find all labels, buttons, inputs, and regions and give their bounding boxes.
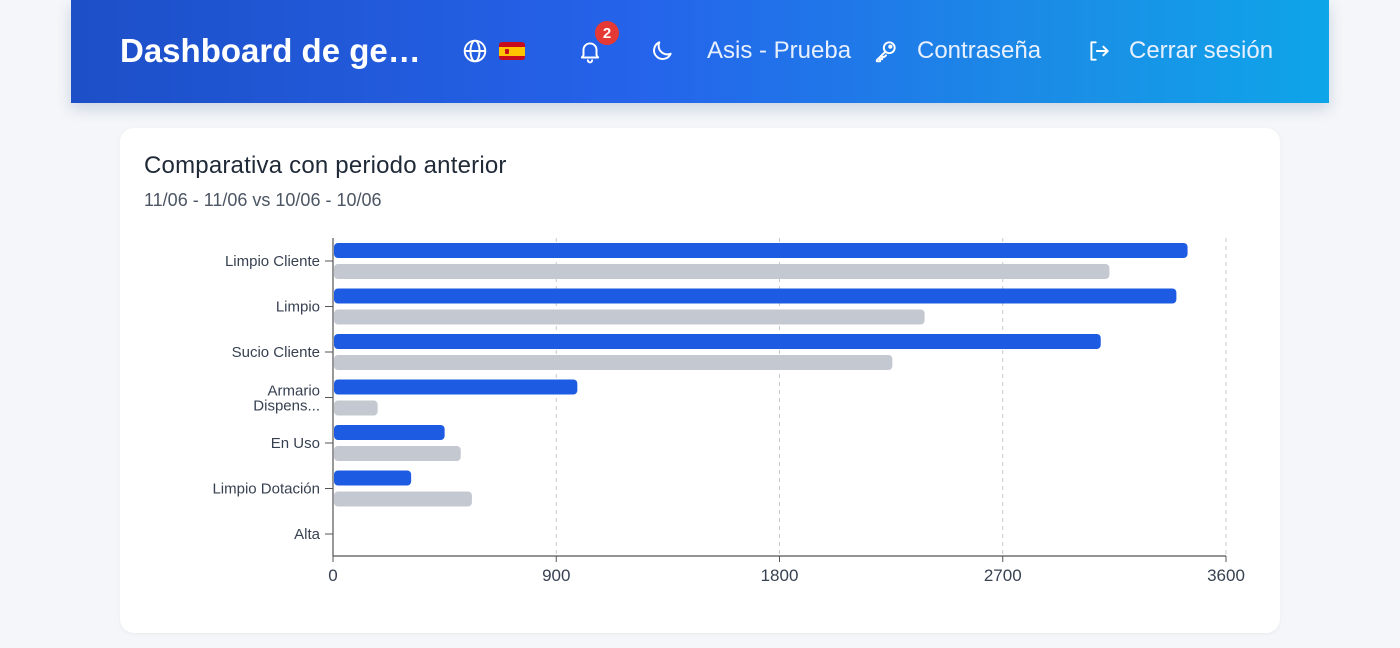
dark-mode-toggle[interactable] (649, 30, 675, 72)
bar-previous (334, 355, 893, 370)
bar-current (334, 425, 445, 440)
user-label: Asis - Prueba (707, 37, 852, 64)
password-label: Contraseña (917, 37, 1042, 64)
logout-button[interactable]: Cerrar sesión (1086, 30, 1273, 72)
x-tick-label: 900 (542, 566, 570, 585)
comparison-bar-chart: 0 900 1800 2700 3600 Limpio Cliente Limpio Suci… (212, 238, 1245, 585)
moon-icon (649, 38, 675, 64)
y-tick-label: En Uso (271, 435, 320, 452)
user-menu[interactable]: Asis - Prueba (707, 30, 851, 72)
change-password-button[interactable]: Contraseña (873, 30, 1041, 72)
key-icon (873, 38, 899, 64)
bar-current (334, 379, 578, 395)
x-tick-label: 1800 (761, 566, 799, 585)
comparison-card: Comparativa con periodo anterior 11/06 -… (120, 128, 1280, 633)
bar-previous (334, 309, 925, 325)
top-navbar: Dashboard de gestión 2 Asi (71, 0, 1329, 103)
y-tick-label: Alta (294, 526, 321, 543)
y-tick-label: Limpio (276, 299, 320, 316)
y-tick-label: Limpio Cliente (225, 253, 320, 270)
card-title: Comparativa con periodo anterior (144, 152, 507, 179)
language-button[interactable] (462, 30, 525, 72)
bar-current (334, 243, 1188, 258)
bar-previous (334, 400, 378, 416)
y-tick-label: Limpio Dotación (212, 481, 320, 498)
bar-previous (334, 446, 461, 461)
spain-flag-icon (499, 42, 525, 60)
globe-icon (462, 38, 488, 64)
x-tick-label: 3600 (1207, 566, 1245, 585)
y-tick-label: Armario Dispens... (253, 383, 320, 415)
y-tick-label: Sucio Cliente (232, 344, 320, 361)
bar-previous (334, 264, 1110, 279)
bar-previous (334, 491, 472, 507)
bar-current (334, 288, 1177, 304)
notifications-button[interactable] (577, 30, 603, 72)
notification-count-badge: 2 (595, 21, 619, 45)
x-tick-label: 2700 (984, 566, 1022, 585)
logout-label: Cerrar sesión (1129, 37, 1274, 64)
app-title[interactable]: Dashboard de gestión (120, 32, 425, 69)
bell-icon (577, 38, 603, 64)
card-subtitle: 11/06 - 11/06 vs 10/06 - 10/06 (144, 190, 382, 210)
bar-current (334, 334, 1101, 349)
bar-current (334, 470, 412, 486)
x-tick-label: 0 (328, 566, 337, 585)
logout-icon (1086, 38, 1112, 64)
